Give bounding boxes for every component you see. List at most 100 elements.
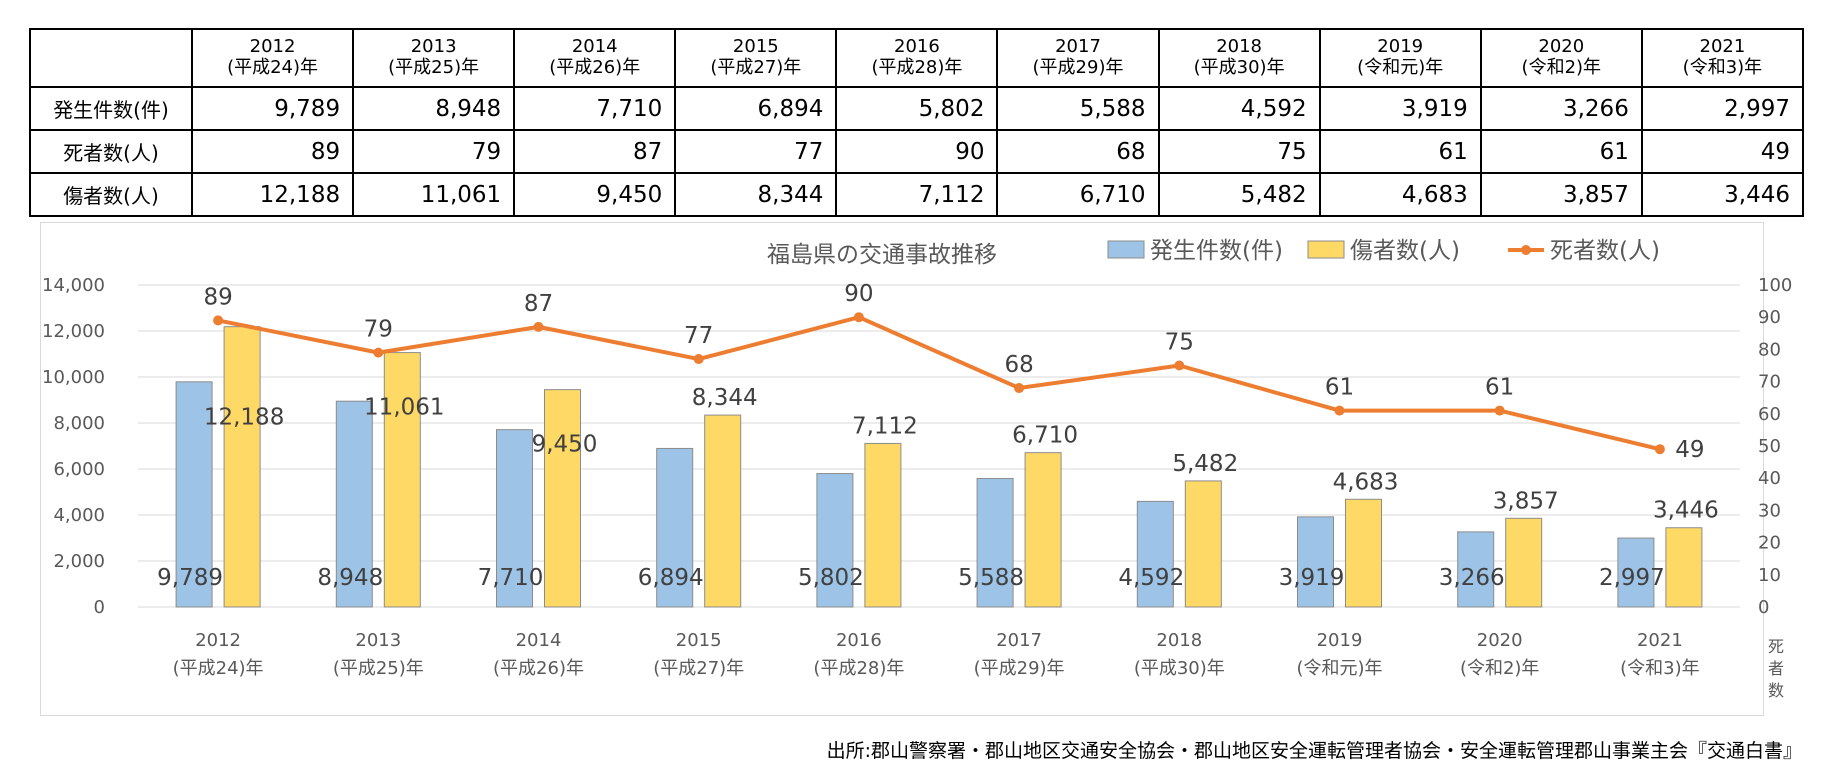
year-header: 2016 (平成28)年	[835, 28, 999, 88]
year-header-era: (平成24)年	[227, 57, 319, 78]
table-cell: 61	[1479, 129, 1643, 174]
injuries-bar	[1184, 480, 1222, 608]
right-axis-tick-label: 20	[1758, 533, 1781, 554]
table-cell: 79	[352, 129, 516, 174]
year-header: 2012 (平成24)年	[190, 28, 355, 88]
table-cell: 8,344	[674, 172, 838, 217]
incidents-bar	[656, 447, 694, 608]
incidents-bar	[335, 400, 373, 608]
table-cell: 5,482	[1157, 172, 1321, 217]
left-axis-tick-label: 10,000	[42, 367, 105, 388]
table-cell: 3,446	[1640, 172, 1805, 217]
incidents-data-label: 8,948	[317, 565, 383, 591]
injuries-bar	[1505, 517, 1543, 608]
deaths-point	[1494, 405, 1505, 416]
table-cell: 7,710	[513, 86, 677, 131]
injuries-data-label: 12,188	[204, 405, 284, 431]
year-header-era: (平成28)年	[871, 57, 963, 78]
right-axis-tick-label: 60	[1758, 404, 1781, 425]
row-label: 死者数(人)	[29, 129, 193, 174]
legend-marker-deaths	[1521, 245, 1531, 255]
injuries-data-label: 6,710	[1012, 423, 1078, 449]
table-row-incidents: 発生件数(件) 9,789 8,948 7,710 6,894 5,802 5,…	[29, 86, 1805, 131]
table-cell: 90	[835, 129, 999, 174]
table-row-deaths: 死者数(人) 89 79 87 77 90 68 75 61 61 49	[29, 129, 1805, 174]
incidents-data-label: 2,997	[1599, 565, 1665, 591]
x-axis-year-label: 2018	[1156, 630, 1202, 651]
x-axis-year-label: 2021	[1637, 630, 1683, 651]
incidents-bar	[1617, 537, 1655, 608]
x-axis-era-label: (平成30)年	[1134, 658, 1225, 679]
x-axis-era-label: (令和元)年	[1296, 658, 1382, 679]
incidents-bar	[976, 477, 1014, 608]
table-cell: 9,789	[190, 86, 355, 131]
x-axis-era-label: (平成28)年	[813, 658, 904, 679]
right-axis-tick-label: 50	[1758, 436, 1781, 457]
right-axis-tick-label: 30	[1758, 500, 1781, 521]
table-cell: 7,112	[835, 172, 999, 217]
x-axis-year-label: 2017	[996, 630, 1042, 651]
left-axis-tick-label: 6,000	[53, 459, 105, 480]
injuries-bar	[864, 442, 902, 608]
row-label: 傷者数(人)	[29, 172, 193, 217]
deaths-point	[693, 354, 704, 365]
table-cell: 61	[1318, 129, 1482, 174]
year-header: 2020 (令和2)年	[1479, 28, 1643, 88]
chart-area	[40, 222, 1764, 716]
incidents-data-label: 9,789	[157, 565, 223, 591]
table-cell: 77	[674, 129, 838, 174]
year-header: 2021 (令和3)年	[1640, 28, 1805, 88]
injuries-bar	[223, 326, 261, 608]
x-axis-era-label: (平成29)年	[974, 658, 1065, 679]
incidents-bar	[1136, 500, 1174, 608]
table-cell: 3,919	[1318, 86, 1482, 131]
deaths-data-label: 79	[364, 317, 393, 343]
year-header-year: 2017	[1055, 36, 1101, 58]
incidents-bar	[816, 473, 854, 608]
x-axis-year-label: 2016	[836, 630, 882, 651]
right-axis-tick-label: 100	[1758, 275, 1792, 296]
year-header-year: 2014	[571, 36, 618, 58]
injuries-data-label: 4,683	[1333, 469, 1399, 495]
right-axis-tick-label: 70	[1758, 372, 1781, 393]
right-axis-title-char: 数	[1768, 681, 1784, 700]
year-header: 2013 (平成25)年	[352, 28, 516, 88]
x-axis-year-label: 2013	[355, 630, 401, 651]
left-axis-tick-label: 2,000	[53, 551, 105, 572]
incidents-data-label: 4,592	[1118, 565, 1184, 591]
x-axis-year-label: 2014	[516, 630, 562, 651]
x-axis-era-label: (令和3)年	[1620, 658, 1700, 679]
table-cell: 6,894	[674, 86, 838, 131]
deaths-point	[1334, 405, 1345, 416]
year-header: 2017 (平成29)年	[996, 28, 1160, 88]
year-header-year: 2016	[894, 36, 940, 58]
table-cell: 68	[996, 129, 1160, 174]
deaths-data-label: 89	[203, 284, 232, 310]
table-cell: 9,450	[513, 172, 677, 217]
legend-swatch-injuries	[1307, 240, 1345, 259]
deaths-point	[213, 315, 224, 326]
table-cell: 12,188	[190, 172, 355, 217]
incidents-data-label: 5,802	[798, 565, 864, 591]
injuries-bar	[1345, 498, 1382, 608]
x-axis-year-label: 2012	[195, 630, 241, 651]
incidents-data-label: 7,710	[478, 565, 544, 591]
year-header: 2014 (平成26)年	[513, 28, 677, 88]
left-axis-tick-label: 8,000	[53, 413, 105, 434]
legend-swatch-incidents	[1107, 240, 1145, 259]
year-header-era: (平成29)年	[1032, 57, 1124, 78]
table-header-row: 2012 (平成24)年 2013 (平成25)年 2014 (平成26)年 2015…	[29, 28, 1805, 88]
year-header-year: 2013	[410, 36, 457, 58]
x-axis-era-label: (平成27)年	[653, 658, 744, 679]
deaths-point	[373, 347, 384, 358]
source-note: 出所:郡山警察署・郡山地区交通安全協会・郡山地区安全運転管理者協会・安全運転管理…	[826, 740, 1802, 762]
incidents-data-label: 3,919	[1279, 565, 1345, 591]
incidents-bar	[1297, 516, 1334, 608]
injuries-data-label: 5,482	[1172, 451, 1238, 477]
year-header-year: 2015	[732, 36, 779, 58]
incidents-data-label: 5,588	[958, 565, 1024, 591]
right-axis-tick-label: 40	[1758, 468, 1781, 489]
legend-label: 傷者数(人)	[1350, 238, 1460, 264]
right-axis-tick-label: 0	[1758, 597, 1769, 618]
year-header: 2018 (平成30)年	[1157, 28, 1321, 88]
